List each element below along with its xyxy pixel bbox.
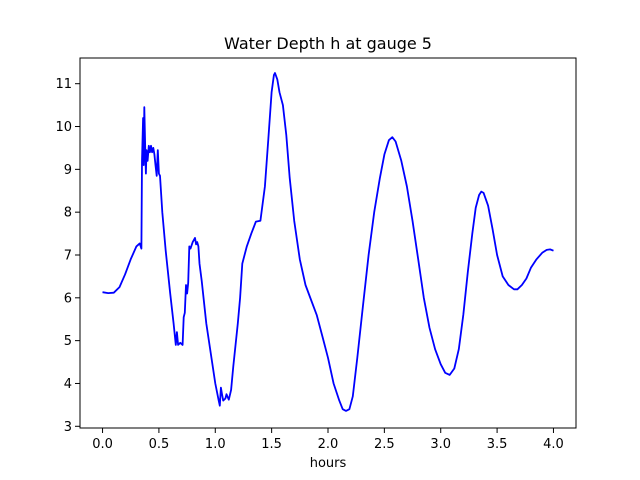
chart-title: Water Depth h at gauge 5 [224,34,432,53]
x-tick-label: 1.0 [205,437,226,452]
y-tick-label: 11 [55,77,72,92]
plot-area-frame [79,57,577,429]
x-tick-label: 3.0 [430,437,451,452]
x-tick-label: 1.5 [261,437,282,452]
x-tick-label: 0.0 [92,437,113,452]
y-tick-label: 4 [64,377,72,392]
y-tick-label: 9 [64,163,72,178]
y-tick-label: 7 [64,248,72,263]
x-axis-label: hours [310,456,347,471]
x-tick-label: 3.5 [487,437,508,452]
y-tick-label: 8 [64,206,72,221]
series-line [102,72,554,412]
y-axis: 3 4 5 6 7 8 9 10 11 [55,77,80,435]
x-tick-label: 0.5 [149,437,170,452]
x-tick-label: 2.5 [374,437,395,452]
y-tick-label: 3 [64,420,72,435]
y-tick-label: 10 [55,120,72,135]
x-tick-label: 2.0 [318,437,339,452]
x-tick-label: 4.0 [543,437,564,452]
y-tick-label: 6 [64,291,72,306]
x-axis: 0.0 0.5 1.0 1.5 2.0 2.5 3.0 3.5 4.0 [92,428,564,452]
y-tick-label: 5 [64,334,72,349]
